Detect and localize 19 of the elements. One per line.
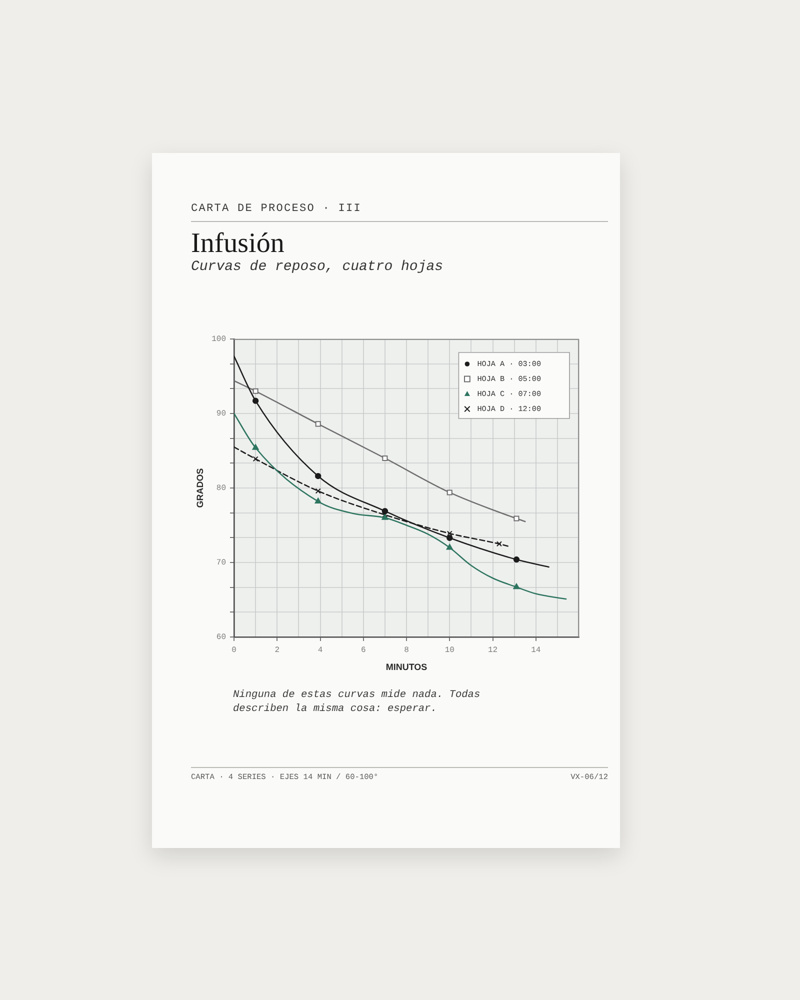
x-tick-label: 12 (488, 646, 498, 655)
x-tick-label: 8 (404, 646, 410, 655)
text: CARTA DE PROCESO · III (191, 203, 362, 215)
chart-title: Infusión (191, 228, 284, 260)
x-tick-label: 14 (531, 646, 541, 655)
x-axis-title: MINUTOS (386, 662, 428, 672)
y-tick-label: 70 (216, 558, 226, 568)
text: Ninguna de estas curvas mide nada. Todas describen la misma cosa: esperar. (233, 688, 482, 716)
x-tick-label: 0 (232, 646, 237, 655)
y-tick-label: 60 (216, 633, 226, 642)
y-axis-title: GRADOS (194, 468, 205, 508)
y-tick-label: 100 (212, 335, 226, 344)
x-tick-label: 4 (318, 646, 323, 655)
x-tick-label: 6 (360, 646, 366, 655)
x-tick-label: 10 (444, 646, 455, 655)
y-tick-label: 80 (216, 484, 226, 494)
x-tick-label: 2 (274, 646, 280, 655)
y-tick-label: 90 (216, 410, 226, 419)
chart-subtitle: Curvas de reposo, cuatro hojas (191, 259, 444, 276)
